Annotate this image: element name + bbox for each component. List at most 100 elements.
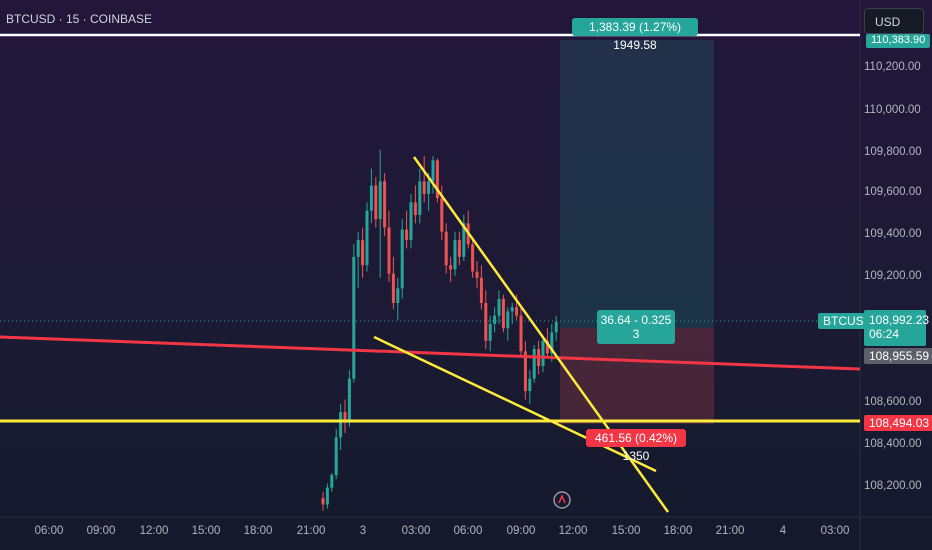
price-label: 110,000.00 <box>864 104 921 116</box>
candle-body <box>330 475 334 488</box>
time-label: 15:00 <box>191 525 221 537</box>
time-label: 09:00 <box>86 525 116 537</box>
candlestick-series <box>321 149 558 511</box>
candle-body <box>418 181 422 215</box>
price-label: 108,400.00 <box>864 438 922 450</box>
time-label: 03:00 <box>820 525 850 537</box>
price-label: 108,200.00 <box>864 480 922 492</box>
stop-label[interactable]: 461.56 (0.42%) 1350 <box>586 429 686 463</box>
candle-body <box>475 271 479 278</box>
position-info-line1: 36.64 - 0.325 <box>600 313 672 327</box>
candle-body <box>515 307 519 316</box>
time-label: 12:00 <box>558 525 588 537</box>
currency-selector[interactable]: USD <box>864 8 924 34</box>
candle-body <box>545 340 549 354</box>
candle-body <box>325 487 329 505</box>
loss-zone[interactable] <box>560 328 714 424</box>
time-label: 12:00 <box>139 525 169 537</box>
time-label: 21:00 <box>715 525 745 537</box>
price-label: 109,200.00 <box>864 270 922 282</box>
candle-body <box>444 231 448 266</box>
candle-body <box>510 307 514 312</box>
candle-body <box>361 240 365 266</box>
lower-wedge-line[interactable] <box>373 335 657 473</box>
candle-body <box>356 240 360 257</box>
bar-countdown: 06:24 <box>869 327 900 341</box>
candle-body <box>528 378 532 392</box>
candle-body <box>396 288 400 304</box>
candle-body <box>449 265 453 270</box>
time-label: 18:00 <box>663 525 693 537</box>
candle-body <box>391 273 395 304</box>
price-label: 110,200.00 <box>864 61 921 73</box>
candle-body <box>550 332 554 354</box>
candle-body <box>387 227 391 274</box>
candle-body <box>506 311 510 329</box>
last-price-value: 108,992.23 <box>869 313 930 327</box>
candle-body <box>400 229 404 289</box>
candle-body <box>334 437 338 476</box>
price-label: 109,400.00 <box>864 228 922 240</box>
upper-wedge-line[interactable] <box>412 156 670 513</box>
candle-body <box>369 185 373 211</box>
symbol-header: BTCUSD · 15 · COINBASE <box>6 12 153 26</box>
candle-body <box>339 412 343 438</box>
candle-body <box>484 303 488 341</box>
profit-zone[interactable] <box>560 40 714 328</box>
candle-body <box>479 277 483 304</box>
symbol-tag: BTCUSD <box>818 313 878 329</box>
candle-body <box>374 185 378 220</box>
price-label: 108,600.00 <box>864 396 922 408</box>
time-label: 06:00 <box>34 525 64 537</box>
top-line-price-tag: 110,383.90 <box>866 34 931 48</box>
candle-body <box>347 378 351 423</box>
candle-body <box>352 256 356 379</box>
candle-body <box>378 181 382 220</box>
candle-body <box>435 160 439 199</box>
candle-body <box>409 202 413 241</box>
candle-body <box>383 181 387 228</box>
red-trend-line[interactable] <box>0 335 861 371</box>
time-label: 21:00 <box>296 525 326 537</box>
red-line-price-tag: 108,955.59 <box>864 348 932 364</box>
time-label: 15:00 <box>611 525 641 537</box>
candle-body <box>365 210 369 266</box>
candle-body <box>440 198 444 232</box>
candle-body <box>427 181 431 194</box>
target-label[interactable]: 1,383.39 (1.27%) 1949.58 <box>572 18 698 52</box>
candle-body <box>462 223 466 257</box>
candle-body <box>519 315 523 352</box>
candle-body <box>493 315 497 324</box>
candle-body <box>471 244 475 272</box>
support-price-tag: 108,494.03 <box>864 415 932 431</box>
candle-body <box>422 181 426 194</box>
candle-body <box>541 340 545 366</box>
candle-body <box>497 298 501 316</box>
replay-icon-mark <box>558 494 566 504</box>
time-label: 4 <box>779 525 787 537</box>
candle-body <box>501 298 505 329</box>
candle-body <box>405 229 409 241</box>
candle-body <box>457 240 461 257</box>
candle-body <box>554 321 558 333</box>
candle-body <box>453 240 457 270</box>
time-label: 06:00 <box>453 525 483 537</box>
candle-body <box>343 412 347 423</box>
candle-body <box>321 498 325 505</box>
time-label: 18:00 <box>243 525 273 537</box>
price-label: 109,800.00 <box>864 146 922 158</box>
candle-body <box>431 160 435 182</box>
time-label: 09:00 <box>506 525 536 537</box>
time-label: 03:00 <box>401 525 431 537</box>
position-info-line2: 3 <box>632 327 640 341</box>
candle-body <box>413 202 417 215</box>
position-info-label[interactable]: 36.64 - 0.325 3 <box>597 310 675 344</box>
candle-body <box>488 323 492 341</box>
price-label: 109,600.00 <box>864 186 922 198</box>
replay-icon[interactable] <box>553 491 571 509</box>
candle-body <box>523 351 527 392</box>
time-label: 3 <box>359 525 367 537</box>
candle-body <box>532 349 536 379</box>
